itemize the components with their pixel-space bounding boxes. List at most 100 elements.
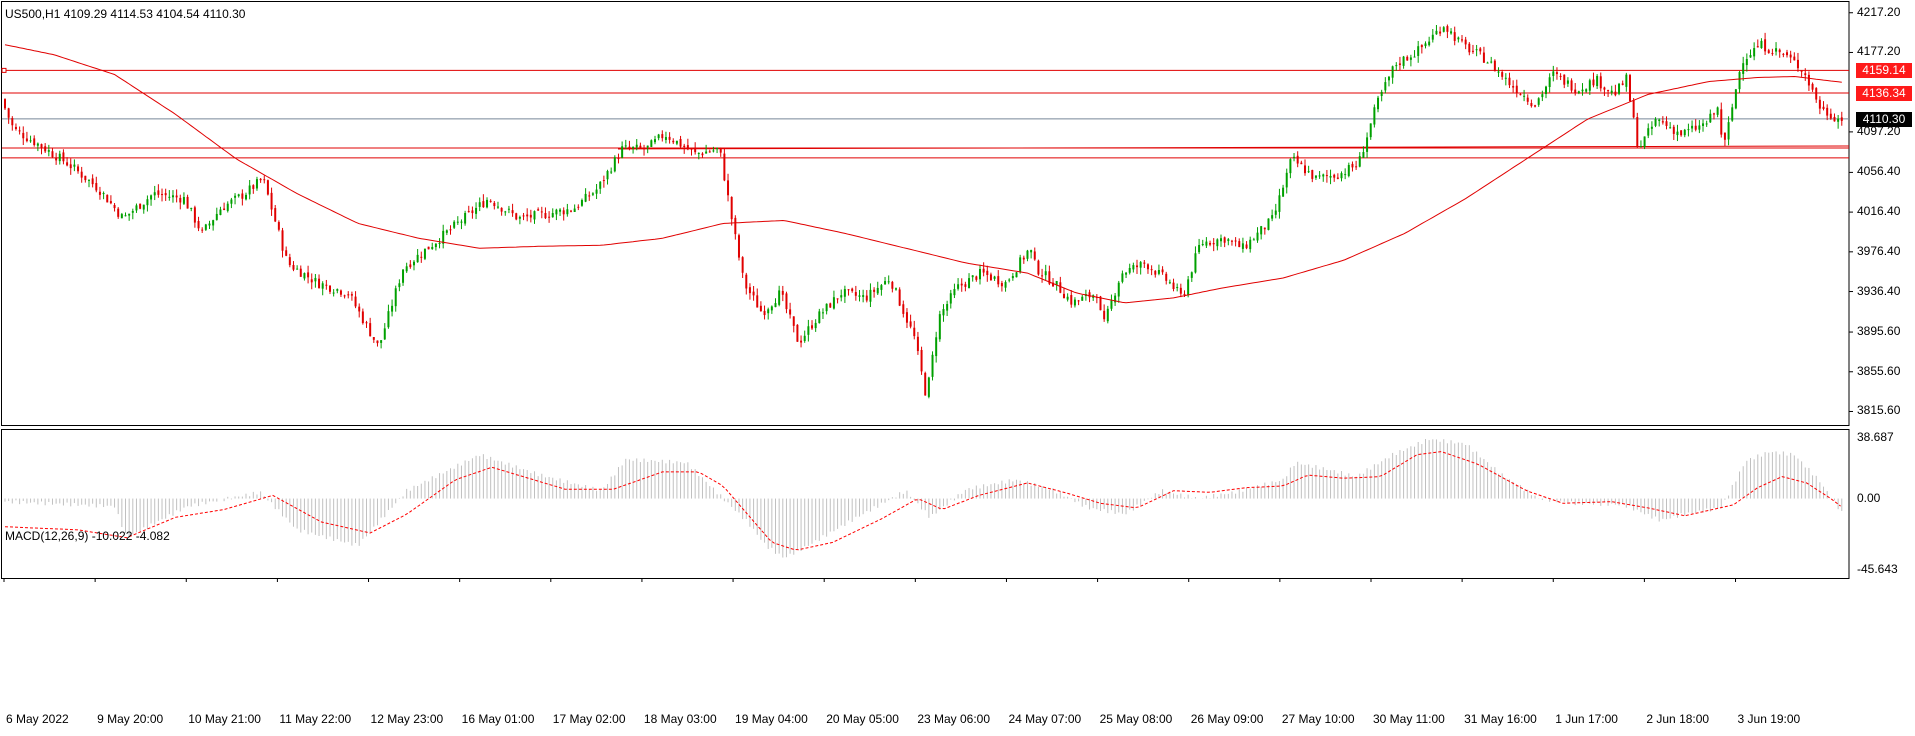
candle-body <box>785 293 788 310</box>
candle-body <box>1691 125 1694 129</box>
candle-body <box>307 272 310 278</box>
candle-body <box>873 289 876 292</box>
candle-body <box>1154 270 1157 275</box>
candle-body <box>1753 48 1756 57</box>
candle-body <box>1077 300 1080 302</box>
candle-body <box>1811 83 1814 90</box>
candle-body <box>675 140 678 144</box>
candle-body <box>946 304 949 311</box>
candle-body <box>237 194 240 197</box>
candle-body <box>982 268 985 273</box>
candle-body <box>1260 226 1263 235</box>
candle-body <box>591 193 594 195</box>
candle-body <box>288 257 291 266</box>
candle-body <box>1618 83 1621 94</box>
candle-body <box>778 290 781 305</box>
candle-body <box>913 327 916 337</box>
candle-body <box>1541 94 1544 98</box>
candle-body <box>153 192 156 196</box>
candle-body <box>1669 127 1672 129</box>
candle-body <box>800 340 803 343</box>
level-price-tag: 4159.14 <box>1856 63 1912 79</box>
candle-body <box>1782 53 1785 55</box>
candle-body <box>1775 48 1778 52</box>
candle-body <box>98 191 101 195</box>
candle-body <box>1055 280 1058 285</box>
candle-body <box>756 295 759 308</box>
candle-body <box>628 146 631 149</box>
candle-body <box>77 166 80 172</box>
candle-body <box>1187 279 1190 296</box>
candle-body <box>1165 273 1168 281</box>
candle-body <box>1198 244 1201 253</box>
candle-body <box>1829 113 1832 119</box>
candle-body <box>1526 97 1529 102</box>
candle-body <box>1110 300 1113 309</box>
candle-body <box>964 284 967 287</box>
candle-body <box>632 146 635 149</box>
candle-body <box>989 274 992 281</box>
candle-body <box>1486 62 1489 64</box>
candle-body <box>201 229 204 231</box>
candle-body <box>924 372 927 396</box>
candle-body <box>1610 90 1613 93</box>
candle-body <box>62 152 65 162</box>
candle-body <box>1720 109 1723 135</box>
candle-body <box>730 196 733 220</box>
candle-body <box>1256 232 1259 241</box>
candle-body <box>529 214 532 218</box>
candle-body <box>1125 272 1128 275</box>
candle-body <box>1515 85 1518 94</box>
candle-body <box>1172 282 1175 290</box>
candle-body <box>606 171 609 180</box>
candle-body <box>1285 172 1288 188</box>
candle-body <box>953 289 956 296</box>
time-tick-label: 20 May 05:00 <box>826 712 899 726</box>
candle-body <box>1333 174 1336 178</box>
candle-body <box>1661 121 1664 123</box>
candle-body <box>621 146 624 158</box>
candle-body <box>1837 118 1840 122</box>
candle-body <box>1278 195 1281 212</box>
candle-body <box>1387 76 1390 81</box>
candle-body <box>186 196 189 209</box>
candle-body <box>1004 282 1007 288</box>
candle-body <box>292 265 295 270</box>
candle-body <box>1303 165 1306 174</box>
candle-body <box>1705 123 1708 125</box>
candle-body <box>938 314 941 340</box>
price-tick-label: 3815.60 <box>1857 403 1901 418</box>
candle-body <box>489 200 492 202</box>
candle-body <box>383 328 386 340</box>
candle-body <box>1566 80 1569 84</box>
candle-body <box>540 211 543 213</box>
candle-body <box>372 337 375 340</box>
candle-body <box>1406 56 1409 61</box>
candle-body <box>978 268 981 280</box>
candle-body <box>657 134 660 139</box>
candle-body <box>1628 75 1631 102</box>
candle-body <box>1307 171 1310 173</box>
candle-body <box>1712 113 1715 115</box>
candle-body <box>124 215 127 217</box>
candle-body <box>1756 46 1759 48</box>
candle-body <box>1033 251 1036 260</box>
candle-body <box>1702 123 1705 126</box>
candle-body <box>1479 48 1482 52</box>
candle-body <box>880 285 883 290</box>
candle-body <box>131 211 134 213</box>
candle-body <box>1041 275 1044 277</box>
candle-body <box>66 162 69 166</box>
candle-body <box>1428 41 1431 46</box>
candle-body <box>752 291 755 296</box>
candle-body <box>635 144 638 148</box>
level-anchor-marker[interactable] <box>1 67 7 73</box>
candle-body <box>204 224 207 230</box>
candle-body <box>109 201 112 204</box>
candle-body <box>464 213 467 224</box>
candle-body <box>113 204 116 209</box>
candle-body <box>380 340 383 343</box>
candle-body <box>1786 52 1789 56</box>
